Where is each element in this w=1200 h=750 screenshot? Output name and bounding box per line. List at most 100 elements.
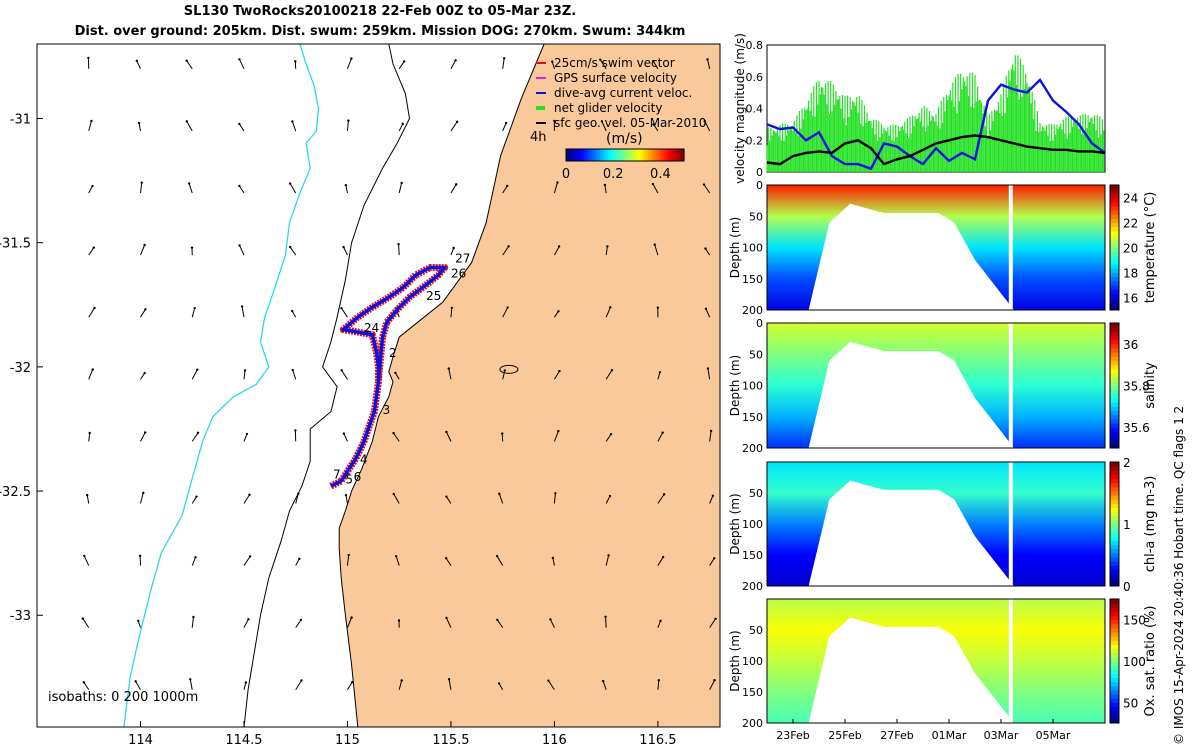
track-day-label: 25 <box>426 289 441 303</box>
colorbar-cell <box>1110 694 1119 699</box>
velocity-arrow-head <box>607 554 610 557</box>
velocity-arrow-head <box>401 122 405 126</box>
track-day-label: 24 <box>364 321 379 335</box>
velocity-arrow-head <box>609 306 612 309</box>
velocity-arrow <box>605 555 610 566</box>
velocity-arrow <box>393 493 400 504</box>
x-tick-label: 115.5 <box>432 733 469 748</box>
y-tick-label: -33 <box>10 609 31 624</box>
velocity-arrow <box>243 682 247 690</box>
colorbar-cell <box>1110 406 1119 411</box>
depth-tick-label: 200 <box>742 580 763 593</box>
colorbar-cell <box>1110 689 1119 695</box>
velocity-arrow-head <box>703 119 706 123</box>
colorbar-cell <box>616 149 619 161</box>
colorbar-cell <box>1110 569 1119 575</box>
velocity-arrow <box>191 432 199 442</box>
velocity-arrow <box>654 244 659 256</box>
velocity-arrow <box>652 60 659 70</box>
panel-frame <box>766 461 1106 587</box>
velocity-arrow-head <box>502 57 506 60</box>
velocity-arrow <box>241 306 245 318</box>
velocity-arrow-head <box>143 431 147 434</box>
colorbar-cell <box>604 149 607 161</box>
velocity-arrow <box>186 121 193 132</box>
colorbar-cell <box>614 149 617 161</box>
colorbar-label: Ox. sat. ratio (%) <box>1143 606 1158 717</box>
time-tick-label: 25Feb <box>828 729 861 742</box>
velocity-arrow <box>448 679 452 690</box>
velocity-arrow-head <box>289 245 292 249</box>
velocity-arrow <box>599 59 607 70</box>
velocity-arrow <box>346 58 352 70</box>
velocity-arrow-head <box>82 681 86 684</box>
colorbar-tick-label: 35.6 <box>1123 421 1150 435</box>
colorbar-cell <box>1110 443 1119 449</box>
depth-tick-label: 50 <box>749 487 763 500</box>
velocity-arrow-head <box>88 431 91 435</box>
velocity-arrow <box>346 617 353 628</box>
colorbar-cell <box>568 149 571 161</box>
velocity-arrow-head <box>599 58 602 61</box>
colorbar-cell <box>672 149 675 161</box>
velocity-arrow-head <box>553 119 556 123</box>
colorbar-cell <box>608 149 611 161</box>
velocity-arrow-head <box>653 243 656 246</box>
colorbar-cell <box>592 149 595 161</box>
velocity-arrow <box>88 185 93 194</box>
velocity-arrow-head <box>144 308 147 311</box>
track-current-vectors <box>330 265 447 488</box>
section-panel: 50 100 150 200 Depth (m) 0 1 2 chl-a (mg m-3) <box>728 456 1158 594</box>
colorbar-cell <box>1110 482 1119 488</box>
colorbar-cell <box>630 149 633 161</box>
velocity-arrow-head <box>248 493 251 496</box>
velocity-arrow-head <box>196 431 200 434</box>
colorbar-cell <box>1110 410 1119 416</box>
velocity-arrow-head <box>140 181 143 184</box>
velocity-arrow <box>496 555 504 566</box>
colorbar-cell <box>1110 714 1119 720</box>
colorbar-cell <box>1110 385 1119 391</box>
colorbar-cell <box>1110 260 1119 265</box>
colorbar-cell <box>1110 623 1119 629</box>
velocity-arrow <box>502 185 508 194</box>
velocity-arrow <box>347 681 353 691</box>
velocity-tick-label: 0.2 <box>746 134 764 147</box>
velocity-arrow-head <box>138 554 142 558</box>
colorbar-cell <box>640 149 643 161</box>
colorbar-cell <box>1110 381 1119 386</box>
velocity-arrow-head <box>503 369 507 372</box>
velocity-arrow <box>238 123 245 132</box>
velocity-arrow <box>704 120 711 132</box>
depth-tick-label: 50 <box>749 210 763 223</box>
colorbar-cell <box>1110 368 1119 374</box>
depth-axis-label: Depth (m) <box>728 493 742 554</box>
sfc-velocity-line <box>766 134 1106 166</box>
colorbar-cell <box>1110 193 1119 198</box>
velocity-arrow-head <box>507 245 510 248</box>
colorbar-cell <box>1110 552 1119 558</box>
legend-label: net glider velocity <box>554 101 662 115</box>
colorbar-tick-label: 0 <box>562 167 570 182</box>
velocity-arrow-head <box>704 307 708 311</box>
colorbar-cell <box>626 149 629 161</box>
colorbar-cell <box>1110 418 1119 424</box>
velocity-arrow <box>135 681 141 690</box>
colorbar-cell <box>1110 681 1119 687</box>
current-velocity-line <box>766 78 1106 171</box>
velocity-arrow <box>243 556 251 566</box>
depth-tick-label: 50 <box>749 348 763 361</box>
colorbar-cell <box>642 149 645 161</box>
velocity-arrow-head <box>192 615 195 619</box>
velocity-arrow-head <box>238 184 241 188</box>
velocity-arrow <box>553 182 558 194</box>
colorbar-cell <box>1110 393 1119 399</box>
velocity-tick-label: 0.6 <box>746 71 764 84</box>
copyright-footer: © IMOS 15-Apr-2024 20:40:36 Hobart time.… <box>1172 405 1186 745</box>
velocity-arrow <box>191 616 194 628</box>
velocity-arrow-head <box>394 554 398 558</box>
velocity-arrow <box>88 247 95 256</box>
velocity-arrow <box>393 432 400 442</box>
colorbar-cell <box>1110 603 1119 608</box>
